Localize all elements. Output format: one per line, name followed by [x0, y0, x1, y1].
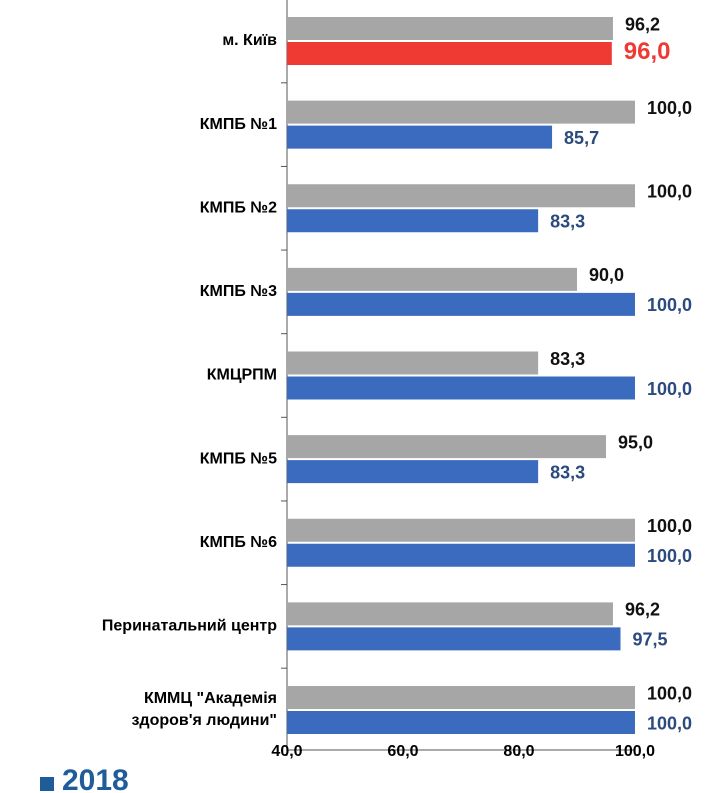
category-label: КМПБ №6: [200, 534, 277, 551]
category-label: КМПБ №2: [200, 199, 277, 216]
legend-marker: [40, 777, 54, 791]
category-label: КММЦ "Академія здоров'я людини": [131, 690, 277, 729]
bar: [287, 42, 612, 65]
value-label: 100,0: [647, 295, 692, 315]
category-label: КМПБ №3: [200, 283, 277, 300]
x-tick-label: 60,0: [387, 743, 418, 760]
category-label: КМПБ №1: [200, 116, 277, 133]
legend-label: 2018: [62, 764, 129, 793]
value-label: 100,0: [647, 516, 692, 536]
value-label: 90,0: [589, 265, 624, 285]
category-label: КМПБ №5: [200, 450, 277, 467]
value-label: 83,3: [550, 212, 585, 232]
value-label: 100,0: [647, 546, 692, 566]
value-label: 100,0: [647, 182, 692, 202]
value-label: 97,5: [633, 630, 668, 650]
category-label: Перинатальний центр: [102, 618, 277, 635]
bar: [287, 686, 635, 709]
value-label: 85,7: [564, 128, 599, 148]
bar: [287, 602, 613, 626]
value-label: 100,0: [647, 713, 692, 733]
value-label: 96,0: [624, 38, 671, 65]
bar: [287, 711, 635, 734]
bar: [287, 351, 539, 375]
x-tick-label: 40,0: [271, 743, 302, 760]
bar: [287, 100, 635, 124]
bar: [287, 518, 635, 542]
bar: [287, 376, 635, 400]
x-tick-label: 80,0: [503, 743, 534, 760]
bar: [287, 292, 635, 316]
bar: [287, 435, 606, 459]
bar: [287, 209, 539, 233]
value-label: 83,3: [550, 349, 585, 369]
bar: [287, 543, 635, 567]
bar: [287, 627, 621, 651]
category-label: КМЦРПМ: [207, 367, 277, 384]
bar: [287, 184, 635, 208]
bar: [287, 460, 539, 484]
value-label: 96,2: [625, 14, 660, 34]
value-label: 96,2: [625, 600, 660, 620]
bar: [287, 125, 553, 149]
value-label: 95,0: [618, 432, 653, 452]
value-label: 83,3: [550, 462, 585, 482]
value-label: 100,0: [647, 98, 692, 118]
bar: [287, 267, 577, 291]
x-tick-label: 100,0: [615, 743, 655, 760]
bar: [287, 17, 613, 40]
value-label: 100,0: [647, 379, 692, 399]
value-label: 100,0: [647, 683, 692, 703]
category-label: м. Київ: [222, 32, 277, 49]
